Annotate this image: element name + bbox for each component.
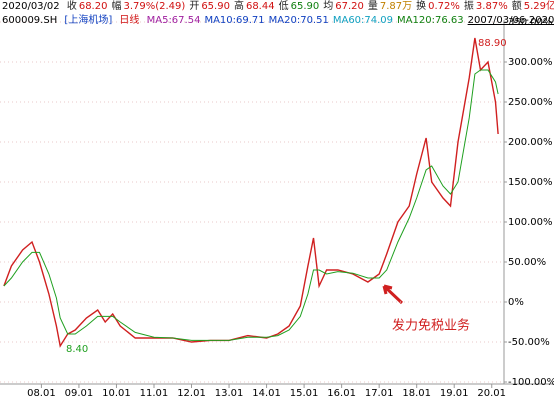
y-tick-label: 350.00%: [508, 17, 553, 28]
stock-name: [上海机场]: [64, 15, 113, 26]
ma-value: MA120:76.63: [397, 15, 464, 26]
ma-value: MA60:74.09: [332, 15, 394, 26]
x-tick-label: 20.01: [477, 388, 506, 399]
quote-value: 3.87%: [475, 1, 508, 12]
quote-label: 均: [323, 1, 334, 12]
quote-label: 高: [233, 1, 244, 12]
quote-label: 低: [278, 1, 289, 12]
low-label: 8.40: [66, 344, 88, 355]
y-tick-label: -100.00%: [508, 377, 554, 388]
quote-label: 额: [511, 1, 522, 12]
y-tick-label: 200.00%: [508, 137, 553, 148]
quote-value: 65.90: [290, 1, 320, 12]
ma-value: MA20:70.51: [268, 15, 329, 26]
y-tick-label: -50.00%: [508, 337, 550, 348]
x-tick-label: 16.01: [327, 388, 356, 399]
x-tick-label: 13.01: [215, 388, 244, 399]
x-tick-label: 17.01: [365, 388, 394, 399]
y-tick-label: 300.00%: [508, 57, 553, 68]
quote-value: 67.20: [335, 1, 364, 12]
y-tick-label: 50.00%: [508, 257, 546, 268]
quote-value: 5.29亿: [523, 1, 554, 12]
quote-value: 65.90: [201, 1, 230, 12]
ma-value: MA10:69.71: [204, 15, 265, 26]
period: 日线: [119, 15, 140, 26]
x-tick-label: 18.01: [402, 388, 431, 399]
quote-label: 振: [463, 1, 474, 12]
x-tick-label: 11.01: [140, 388, 169, 399]
quote-value: 68.44: [245, 1, 275, 12]
x-tick-label: 10.01: [102, 388, 131, 399]
quote-value: 3.79%(2.49): [123, 1, 186, 12]
y-tick-label: 0%: [508, 297, 524, 308]
x-tick-label: 09.01: [65, 388, 94, 399]
high-label: 88.90: [478, 38, 507, 49]
y-tick-label: 100.00%: [508, 217, 553, 228]
y-tick-label: 250.00%: [508, 97, 553, 108]
code: 600009.SH: [2, 15, 58, 26]
x-tick-label: 15.01: [290, 388, 319, 399]
quote-label: 换: [416, 1, 427, 12]
date: 2020/03/02: [2, 1, 60, 12]
x-tick-label: 19.01: [440, 388, 469, 399]
ma-value: MA5:67.54: [146, 15, 201, 26]
x-tick-label: 12.01: [177, 388, 206, 399]
annotation-arrow: [382, 284, 404, 305]
indicator-bar: 600009.SH [上海机场] 日线 MA5:67.54 MA10:69.71 M…: [2, 14, 554, 28]
quote-value: 68.20: [78, 1, 108, 12]
quote-label: 量: [367, 1, 378, 12]
annotation-text: 发力免税业务: [392, 318, 470, 334]
x-tick-label: 08.01: [27, 388, 56, 399]
quote-bar: 2020/03/02 收 68.20 幅 3.79%(2.49) 开 65.90 高 68.4…: [2, 0, 554, 14]
quote-value: 0.72%: [428, 1, 460, 12]
quote-value: 7.87万: [379, 1, 413, 12]
x-tick-label: 14.01: [252, 388, 281, 399]
date-range: 2007/03/06-2020...: [467, 15, 554, 26]
series-line: [3, 69, 499, 341]
y-tick-label: 150.00%: [508, 177, 553, 188]
series-line: [3, 37, 499, 348]
quote-label: 开: [189, 1, 200, 12]
quote-label: 幅: [111, 1, 122, 12]
quote-label: 收: [66, 1, 77, 12]
